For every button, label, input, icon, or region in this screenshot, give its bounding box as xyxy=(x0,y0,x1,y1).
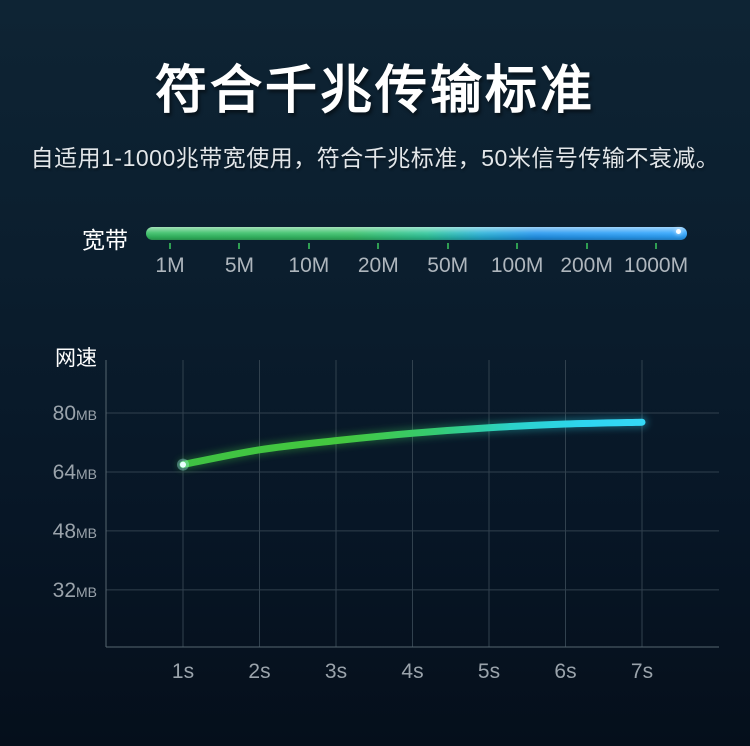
bandwidth-tick-20M xyxy=(377,243,380,249)
curve-start-dot xyxy=(180,461,186,468)
bandwidth-scale-label-1M: 1M xyxy=(155,254,185,277)
bandwidth-tick-50M xyxy=(446,243,449,249)
bandwidth-tick-1000M xyxy=(655,243,657,249)
bandwidth-scale-label-20M: 20M xyxy=(357,254,399,277)
page-title: 符合千兆传输标准 xyxy=(154,62,595,120)
x-axis-label-7s: 7s xyxy=(631,660,653,683)
x-axis-label-4s: 4s xyxy=(401,660,423,683)
bandwidth-scale-label-50M: 50M xyxy=(427,254,469,277)
y-axis-label-80: 80MB xyxy=(53,402,97,425)
chart-title: 网速 xyxy=(55,347,97,370)
bandwidth-scale-label-5M: 5M xyxy=(224,254,255,277)
bandwidth-scale-label-100M: 100M xyxy=(490,254,544,277)
bandwidth-gradient-bar xyxy=(146,227,687,240)
bandwidth-label: 宽带 xyxy=(82,227,128,253)
x-axis-label-2s: 2s xyxy=(248,660,270,683)
bandwidth-tick-10M xyxy=(307,243,310,249)
bandwidth-scale-label-1000M: 1000M xyxy=(623,254,689,277)
bandwidth-scale-label-200M: 200M xyxy=(560,254,613,277)
speed-curve xyxy=(179,418,646,469)
y-axis-label-32: 32MB xyxy=(53,579,97,602)
x-axis-label-1s: 1s xyxy=(172,660,194,683)
x-axis-label-3s: 3s xyxy=(325,660,347,683)
y-axis-label-48: 48MB xyxy=(53,520,97,543)
bandwidth-tick-1M xyxy=(169,243,171,249)
page-subtitle: 自适用1-1000兆带宽使用，符合千兆标准，50米信号传输不衰减。 xyxy=(30,145,720,171)
bandwidth-tick-200M xyxy=(585,243,588,249)
bandwidth-tick-5M xyxy=(238,243,241,249)
bandwidth-tick-100M xyxy=(516,243,519,249)
bandwidth-endpoint-dot xyxy=(676,229,681,234)
y-axis-label-64: 64MB xyxy=(53,461,97,484)
x-axis-label-5s: 5s xyxy=(478,660,500,683)
bandwidth-scale-label-10M: 10M xyxy=(288,254,330,277)
x-axis-label-6s: 6s xyxy=(554,660,576,683)
